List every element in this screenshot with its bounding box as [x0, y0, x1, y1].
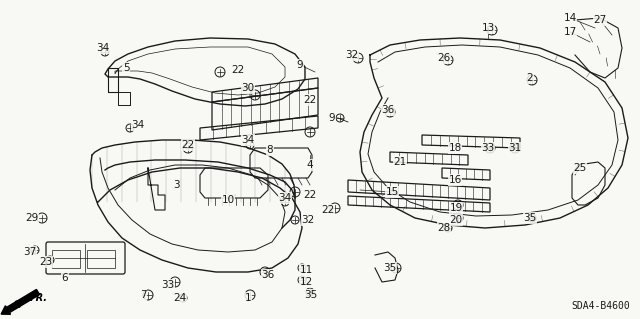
Text: 22: 22 [303, 95, 317, 105]
Text: 2: 2 [527, 73, 533, 83]
Text: 5: 5 [123, 63, 129, 73]
FancyArrow shape [1, 289, 40, 314]
Text: 12: 12 [300, 277, 312, 287]
Text: 9: 9 [329, 113, 335, 123]
Text: 26: 26 [437, 53, 451, 63]
Text: 14: 14 [563, 13, 577, 23]
Text: 22: 22 [232, 65, 244, 75]
Text: 15: 15 [385, 187, 399, 197]
Text: 36: 36 [381, 105, 395, 115]
Text: 37: 37 [24, 247, 36, 257]
Text: 30: 30 [241, 83, 255, 93]
Text: 34: 34 [97, 43, 109, 53]
Text: 4: 4 [307, 160, 314, 170]
Text: 32: 32 [301, 215, 315, 225]
Text: 13: 13 [481, 23, 495, 33]
Text: 24: 24 [173, 293, 187, 303]
Text: 3: 3 [173, 180, 179, 190]
Text: 33: 33 [481, 143, 495, 153]
Text: 17: 17 [563, 27, 577, 37]
Text: 8: 8 [267, 145, 273, 155]
Text: 29: 29 [26, 213, 38, 223]
Text: 19: 19 [449, 203, 463, 213]
Text: 34: 34 [131, 120, 145, 130]
Text: 35: 35 [383, 263, 397, 273]
Text: 34: 34 [241, 135, 255, 145]
Text: 10: 10 [221, 195, 235, 205]
Text: 6: 6 [61, 273, 68, 283]
Text: 1: 1 [244, 293, 252, 303]
Text: 32: 32 [346, 50, 358, 60]
Text: FR.: FR. [30, 293, 48, 303]
Text: 35: 35 [305, 290, 317, 300]
Text: 9: 9 [297, 60, 303, 70]
Text: 21: 21 [394, 157, 406, 167]
Text: 20: 20 [449, 215, 463, 225]
Text: 27: 27 [593, 15, 607, 25]
Text: 22: 22 [181, 140, 195, 150]
Bar [87, 250, 115, 268]
Text: 35: 35 [524, 213, 536, 223]
Text: 23: 23 [40, 257, 52, 267]
Text: SDA4-B4600: SDA4-B4600 [572, 301, 630, 311]
Text: 18: 18 [449, 143, 461, 153]
Text: 7: 7 [140, 290, 147, 300]
Text: 16: 16 [449, 175, 461, 185]
Text: 33: 33 [161, 280, 175, 290]
Text: 36: 36 [261, 270, 275, 280]
Text: 34: 34 [278, 193, 292, 203]
Text: 22: 22 [303, 190, 317, 200]
Text: 11: 11 [300, 265, 312, 275]
Text: 28: 28 [437, 223, 451, 233]
Bar [52, 250, 80, 268]
Text: 25: 25 [573, 163, 587, 173]
Text: 22: 22 [321, 205, 335, 215]
Text: 31: 31 [508, 143, 522, 153]
